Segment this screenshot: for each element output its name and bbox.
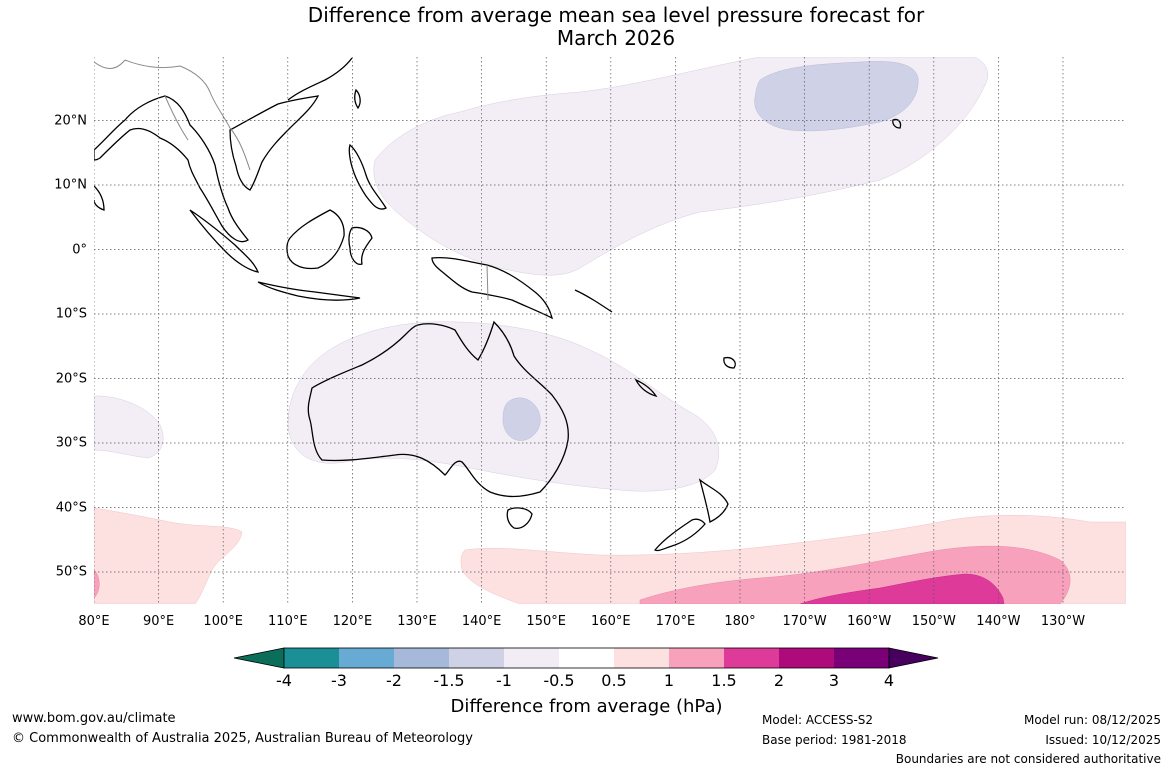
longitude-label: 130°W xyxy=(1040,614,1086,629)
longitude-label: 90°E xyxy=(142,614,175,629)
coastline-solomons xyxy=(574,289,613,313)
colorbar-extend-high xyxy=(888,647,939,669)
latitude-label: 0° xyxy=(72,242,87,257)
chart-title: Difference from average mean sea level p… xyxy=(0,4,1173,50)
coastline-philippines xyxy=(348,143,387,210)
base-period: Base period: 1981-2018 xyxy=(762,733,907,747)
latitude-label: 10°N xyxy=(54,177,87,193)
boundary-disclaimer: Boundaries are not considered authoritat… xyxy=(895,752,1161,766)
latitude-label: 30°S xyxy=(55,435,87,451)
longitude-label: 110°E xyxy=(268,614,308,629)
colorbar-frame xyxy=(283,647,890,669)
longitude-label: 140°E xyxy=(461,614,502,629)
anomaly-region-south-west-pink xyxy=(94,507,243,604)
longitude-label: 130°E xyxy=(397,614,437,629)
coastline-new-guinea xyxy=(431,256,553,320)
latitude-label: 10°S xyxy=(55,306,87,322)
longitude-label: 180° xyxy=(724,614,756,629)
longitude-label: 170°E xyxy=(655,614,696,629)
model-run-date: Model run: 08/12/2025 xyxy=(1023,713,1161,727)
colorbar-tick-label: 0.5 xyxy=(601,671,627,690)
issued-date: Issued: 10/12/2025 xyxy=(1045,733,1161,747)
coastline-southeast-asia xyxy=(94,95,249,243)
anomaly-region-hawaii xyxy=(754,61,919,132)
latitude-label: 40°S xyxy=(55,500,87,515)
colorbar-tick-label: 1 xyxy=(663,671,675,690)
coastline-new-zealand-north xyxy=(698,478,729,523)
coastlines xyxy=(94,57,902,552)
colorbar-tick-label: 3 xyxy=(828,671,840,690)
latitude-label: 20°N xyxy=(54,113,87,128)
colorbar-extend-low xyxy=(233,647,285,669)
anomaly-region-indian-ocean-light xyxy=(94,395,164,459)
colorbar-bin xyxy=(669,648,724,668)
colorbar-tick-label: 1.5 xyxy=(711,671,737,690)
coastline-australia xyxy=(307,320,569,498)
longitude-label: 100°E xyxy=(203,614,243,629)
anomaly-region-south-pacific-strong xyxy=(799,573,1005,604)
longitude-label: 170°W xyxy=(782,614,827,629)
coastline-new-caledonia xyxy=(634,378,658,398)
colorbar xyxy=(233,647,939,669)
coastline-china-coast xyxy=(287,57,353,101)
title-line-2: March 2026 xyxy=(556,26,676,50)
longitude-label: 160°W xyxy=(847,614,892,629)
colorbar-tick-label: -3 xyxy=(331,671,347,690)
colorbar-bin xyxy=(449,648,504,668)
colorbar-bin xyxy=(339,648,394,668)
colorbar-bin xyxy=(614,648,669,668)
colorbar-tick-label: -1.5 xyxy=(433,671,465,690)
country-borders xyxy=(94,59,489,301)
colorbar-bin xyxy=(284,648,339,668)
anomaly-region-australia-light xyxy=(287,321,720,492)
coastline-hawaii xyxy=(892,118,902,129)
longitude-label: 160°E xyxy=(591,614,631,629)
model-name: Model: ACCESS-S2 xyxy=(762,713,874,727)
colorbar-tick-label: -2 xyxy=(386,671,402,690)
coastline-fiji xyxy=(723,356,736,369)
coastline-sulawesi xyxy=(348,226,373,265)
coastline-sumatra xyxy=(189,209,260,273)
coastline-india-tip xyxy=(94,185,105,211)
colorbar-bin xyxy=(724,648,779,668)
colorbar-bin xyxy=(779,648,834,668)
copyright-text: © Commonwealth of Australia 2025, Austra… xyxy=(12,731,473,746)
colorbar-tick-label: 2 xyxy=(773,671,785,690)
colorbar-bin xyxy=(504,648,559,668)
colorbar-title: Difference from average (hPa) xyxy=(450,696,723,717)
latitude-label: 50°S xyxy=(55,564,87,580)
coastline-indochina xyxy=(229,95,320,191)
longitude-label: 120°E xyxy=(332,614,373,629)
colorbar-tick-label: -1 xyxy=(496,671,512,690)
colorbar-bin xyxy=(394,648,449,668)
gridlines xyxy=(94,57,1126,604)
anomaly-region-central-australia xyxy=(502,397,541,441)
website-link[interactable]: www.bom.gov.au/climate xyxy=(12,711,176,726)
coastline-java xyxy=(257,281,361,301)
colorbar-bin xyxy=(834,648,889,668)
coastline-taiwan xyxy=(354,88,361,110)
colorbar-bin xyxy=(559,648,614,668)
coastline-tasmania xyxy=(506,507,533,529)
latitude-label: 20°S xyxy=(55,371,87,386)
coastline-new-zealand-south xyxy=(654,518,706,552)
longitude-label: 80°E xyxy=(78,614,110,629)
colorbar-tick-label: -4 xyxy=(276,671,292,690)
longitude-label: 140°W xyxy=(976,614,1021,629)
title-line-1: Difference from average mean sea level p… xyxy=(307,3,925,27)
colorbar-tick-label: -0.5 xyxy=(543,671,575,690)
colorbar-tick-label: 4 xyxy=(883,671,895,690)
longitude-label: 150°W xyxy=(911,614,956,629)
longitude-label: 150°E xyxy=(526,614,566,629)
